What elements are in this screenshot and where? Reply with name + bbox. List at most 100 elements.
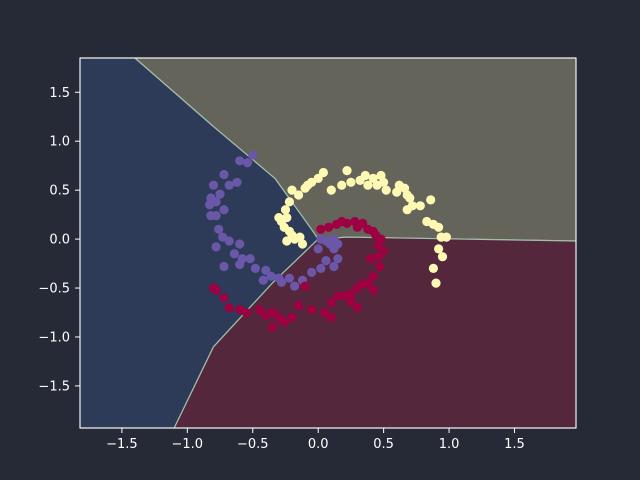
data-point: [214, 224, 224, 234]
data-point: [339, 291, 349, 301]
data-point: [215, 189, 225, 199]
x-tick-label: 1.5: [504, 437, 525, 452]
x-tick-label: −1.5: [106, 437, 138, 452]
data-point: [211, 242, 221, 252]
data-point: [329, 261, 339, 272]
data-point: [295, 232, 305, 242]
data-point: [352, 303, 362, 313]
x-tick-label: −0.5: [237, 437, 269, 452]
data-point: [376, 170, 386, 181]
data-point: [415, 201, 425, 211]
data-point: [434, 244, 444, 254]
data-point: [294, 190, 304, 200]
data-point: [307, 305, 317, 315]
data-point: [235, 156, 245, 166]
data-point: [300, 281, 310, 291]
data-point: [324, 222, 334, 232]
data-point: [267, 322, 277, 332]
data-point: [242, 158, 253, 168]
data-point: [297, 239, 308, 249]
data-point: [428, 263, 438, 273]
data-point: [431, 278, 441, 288]
data-point: [342, 166, 352, 176]
data-point: [250, 263, 260, 273]
data-point: [368, 285, 378, 295]
data-point: [313, 244, 323, 254]
data-point: [248, 150, 258, 160]
data-point: [211, 285, 221, 295]
data-point: [235, 305, 245, 315]
data-point: [284, 273, 294, 283]
data-point: [266, 271, 276, 281]
data-point: [352, 283, 362, 293]
data-point: [287, 312, 297, 322]
data-point: [326, 298, 336, 308]
y-axis: −1.5 −1.0 −0.5 0.0 0.5 1.0 1.5: [38, 86, 80, 394]
data-point: [316, 224, 326, 234]
data-point: [381, 185, 391, 195]
data-point: [333, 291, 343, 301]
data-point: [276, 277, 287, 287]
data-point: [274, 312, 284, 322]
data-point: [287, 185, 297, 195]
data-point: [235, 259, 245, 270]
data-point: [282, 236, 292, 246]
data-point: [368, 173, 378, 183]
data-point: [316, 234, 326, 244]
data-point: [426, 195, 436, 205]
data-point: [375, 261, 385, 272]
x-axis: −1.5 −1.0 −0.5 0.0 0.5 1.0 1.5: [106, 428, 525, 452]
data-point: [368, 271, 378, 281]
data-point: [402, 205, 412, 215]
data-point: [326, 185, 336, 195]
data-point: [224, 236, 234, 246]
data-point: [437, 252, 448, 262]
data-point: [313, 173, 323, 183]
data-point: [219, 169, 229, 180]
data-point: [307, 267, 317, 277]
data-point: [365, 254, 376, 264]
y-tick-label: −1.5: [38, 379, 70, 394]
x-tick-label: −1.0: [172, 437, 204, 452]
data-point: [346, 177, 356, 187]
data-point: [280, 205, 291, 215]
data-point: [342, 218, 352, 228]
data-points: [205, 150, 451, 332]
data-point: [290, 281, 300, 291]
data-point: [245, 254, 255, 264]
data-point: [254, 305, 264, 315]
data-point: [235, 239, 245, 249]
data-point: [360, 170, 370, 181]
data-point: [373, 252, 383, 262]
decision-regions: [79, 57, 577, 429]
data-point: [333, 254, 343, 264]
data-point: [326, 312, 336, 322]
y-tick-label: 0.0: [49, 233, 70, 248]
data-point: [316, 263, 326, 273]
data-point: [441, 232, 451, 242]
data-point: [392, 187, 402, 197]
data-point: [321, 256, 331, 266]
data-point: [333, 239, 343, 249]
y-tick-label: −1.0: [38, 330, 70, 345]
data-point: [294, 301, 304, 311]
data-point: [219, 293, 229, 303]
y-tick-label: 1.0: [49, 135, 70, 150]
data-point: [318, 167, 328, 178]
plot-frame: [79, 57, 577, 429]
x-tick-label: 1.0: [439, 437, 460, 452]
data-point: [205, 200, 215, 210]
data-point: [224, 180, 234, 190]
data-point: [379, 246, 389, 256]
data-point: [261, 265, 271, 275]
data-point: [358, 218, 368, 228]
data-point: [261, 310, 271, 320]
y-tick-label: −0.5: [38, 282, 70, 297]
data-point: [320, 307, 330, 318]
data-point: [208, 180, 219, 190]
y-tick-label: 0.5: [49, 184, 70, 199]
data-point: [224, 303, 234, 313]
data-point: [337, 180, 347, 190]
data-point: [284, 197, 294, 207]
